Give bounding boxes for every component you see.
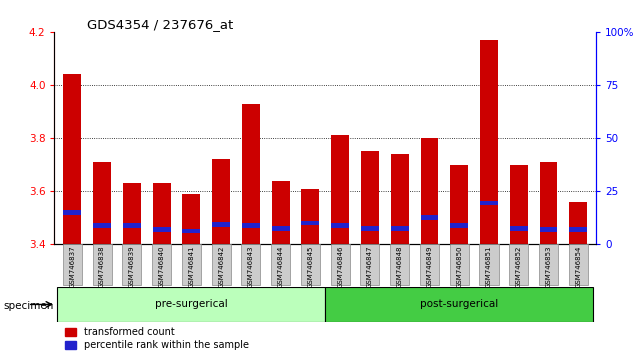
Bar — [361, 226, 379, 231]
FancyBboxPatch shape — [325, 287, 593, 322]
FancyBboxPatch shape — [242, 244, 260, 285]
FancyBboxPatch shape — [390, 244, 409, 285]
Text: GSM746853: GSM746853 — [545, 245, 551, 288]
Text: GSM746844: GSM746844 — [278, 245, 284, 288]
Bar — [569, 202, 587, 244]
Bar — [331, 135, 349, 244]
Text: GSM746845: GSM746845 — [308, 245, 313, 288]
Bar — [510, 226, 528, 231]
Text: GSM746843: GSM746843 — [248, 245, 254, 288]
Bar — [510, 165, 528, 244]
Bar — [183, 194, 200, 244]
Text: GSM746841: GSM746841 — [188, 245, 194, 288]
FancyBboxPatch shape — [539, 244, 558, 285]
Text: GSM746848: GSM746848 — [397, 245, 403, 288]
Bar — [420, 215, 438, 220]
FancyBboxPatch shape — [331, 244, 350, 285]
Bar — [391, 154, 409, 244]
Bar — [331, 223, 349, 228]
Text: GSM746837: GSM746837 — [69, 245, 76, 288]
Bar — [153, 183, 171, 244]
Bar — [183, 229, 200, 233]
Bar — [212, 159, 230, 244]
Bar — [569, 227, 587, 232]
Text: GSM746852: GSM746852 — [516, 245, 522, 288]
Text: GSM746846: GSM746846 — [337, 245, 343, 288]
Bar — [63, 74, 81, 244]
FancyBboxPatch shape — [92, 244, 112, 285]
FancyBboxPatch shape — [182, 244, 201, 285]
FancyBboxPatch shape — [271, 244, 290, 285]
FancyBboxPatch shape — [479, 244, 499, 285]
Text: GSM746839: GSM746839 — [129, 245, 135, 288]
Text: GSM746842: GSM746842 — [218, 245, 224, 288]
Bar — [212, 222, 230, 227]
FancyBboxPatch shape — [122, 244, 142, 285]
FancyBboxPatch shape — [360, 244, 379, 285]
Text: GSM746851: GSM746851 — [486, 245, 492, 288]
Text: GSM746840: GSM746840 — [158, 245, 165, 288]
FancyBboxPatch shape — [152, 244, 171, 285]
Bar — [272, 226, 290, 231]
FancyBboxPatch shape — [58, 287, 325, 322]
FancyBboxPatch shape — [63, 244, 82, 285]
FancyBboxPatch shape — [450, 244, 469, 285]
Bar — [450, 223, 468, 228]
Bar — [391, 226, 409, 231]
Bar — [301, 221, 319, 225]
Bar — [242, 223, 260, 228]
Bar — [540, 227, 558, 232]
FancyBboxPatch shape — [509, 244, 528, 285]
Bar — [242, 103, 260, 244]
Bar — [420, 138, 438, 244]
Bar — [153, 227, 171, 232]
Text: GSM746854: GSM746854 — [575, 245, 581, 288]
FancyBboxPatch shape — [569, 244, 588, 285]
Bar — [480, 40, 498, 244]
Bar — [272, 181, 290, 244]
Bar — [123, 223, 141, 228]
Bar — [540, 162, 558, 244]
Text: post-surgerical: post-surgerical — [420, 299, 498, 309]
Bar — [361, 151, 379, 244]
Bar — [450, 165, 468, 244]
Text: GSM746838: GSM746838 — [99, 245, 105, 288]
Text: GSM746849: GSM746849 — [426, 245, 433, 288]
Text: GSM746847: GSM746847 — [367, 245, 373, 288]
Bar — [93, 162, 111, 244]
Text: specimen: specimen — [3, 301, 54, 311]
Bar — [123, 183, 141, 244]
Text: pre-surgerical: pre-surgerical — [155, 299, 228, 309]
FancyBboxPatch shape — [212, 244, 231, 285]
Text: GDS4354 / 237676_at: GDS4354 / 237676_at — [87, 18, 233, 31]
Legend: transformed count, percentile rank within the sample: transformed count, percentile rank withi… — [65, 327, 249, 350]
Bar — [93, 223, 111, 228]
Bar — [480, 201, 498, 205]
FancyBboxPatch shape — [420, 244, 439, 285]
Bar — [63, 210, 81, 215]
Text: GSM746850: GSM746850 — [456, 245, 462, 288]
Bar — [301, 188, 319, 244]
FancyBboxPatch shape — [301, 244, 320, 285]
